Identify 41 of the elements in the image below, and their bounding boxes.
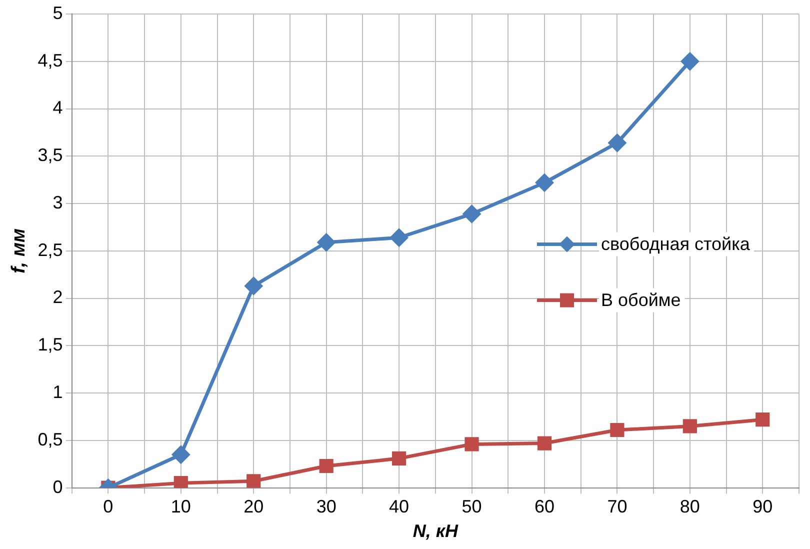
point xyxy=(463,205,481,223)
x-tick-label: 70 xyxy=(607,496,628,517)
point xyxy=(390,228,408,246)
y-tick-label: 2 xyxy=(52,287,63,308)
point xyxy=(681,52,699,70)
point xyxy=(464,437,479,452)
y-tick-label: 3 xyxy=(52,192,63,212)
x-tick-label: 30 xyxy=(316,496,336,517)
y-tick-label: 4,5 xyxy=(38,50,63,70)
point xyxy=(756,412,770,427)
y-tick-label: 0 xyxy=(52,476,63,497)
x-tick-label: 90 xyxy=(752,496,773,517)
y-tick-label: 4 xyxy=(52,98,63,118)
legend-label: свободная стойка xyxy=(601,234,751,254)
point xyxy=(244,277,262,295)
point xyxy=(318,234,336,252)
point xyxy=(392,451,406,466)
x-tick-label: 50 xyxy=(462,496,482,517)
point xyxy=(536,174,554,192)
x-tick-label: 20 xyxy=(244,496,264,517)
x-tick-label: 60 xyxy=(534,496,555,517)
x-tick-label: 10 xyxy=(170,496,191,517)
y-tick-label: 1,5 xyxy=(38,334,63,355)
y-axis-title: f, мм xyxy=(8,228,30,274)
x-axis-title: N, кН xyxy=(412,521,459,542)
x-tick-label: 0 xyxy=(103,496,114,517)
y-tick-label: 1 xyxy=(52,382,63,402)
point xyxy=(246,474,261,488)
legend-label: В обойме xyxy=(601,290,681,310)
point xyxy=(682,419,697,434)
y-tick-label: 2,5 xyxy=(38,240,63,260)
point xyxy=(537,436,552,450)
x-tick-label: 80 xyxy=(680,496,700,517)
y-tick-label: 0,5 xyxy=(38,429,63,450)
y-tick-label: 3,5 xyxy=(38,145,63,166)
y-tick-label: 5 xyxy=(52,2,63,23)
point xyxy=(608,134,626,152)
point xyxy=(172,446,190,464)
x-tick-label: 40 xyxy=(389,496,410,517)
point xyxy=(610,422,624,438)
point xyxy=(319,458,334,474)
